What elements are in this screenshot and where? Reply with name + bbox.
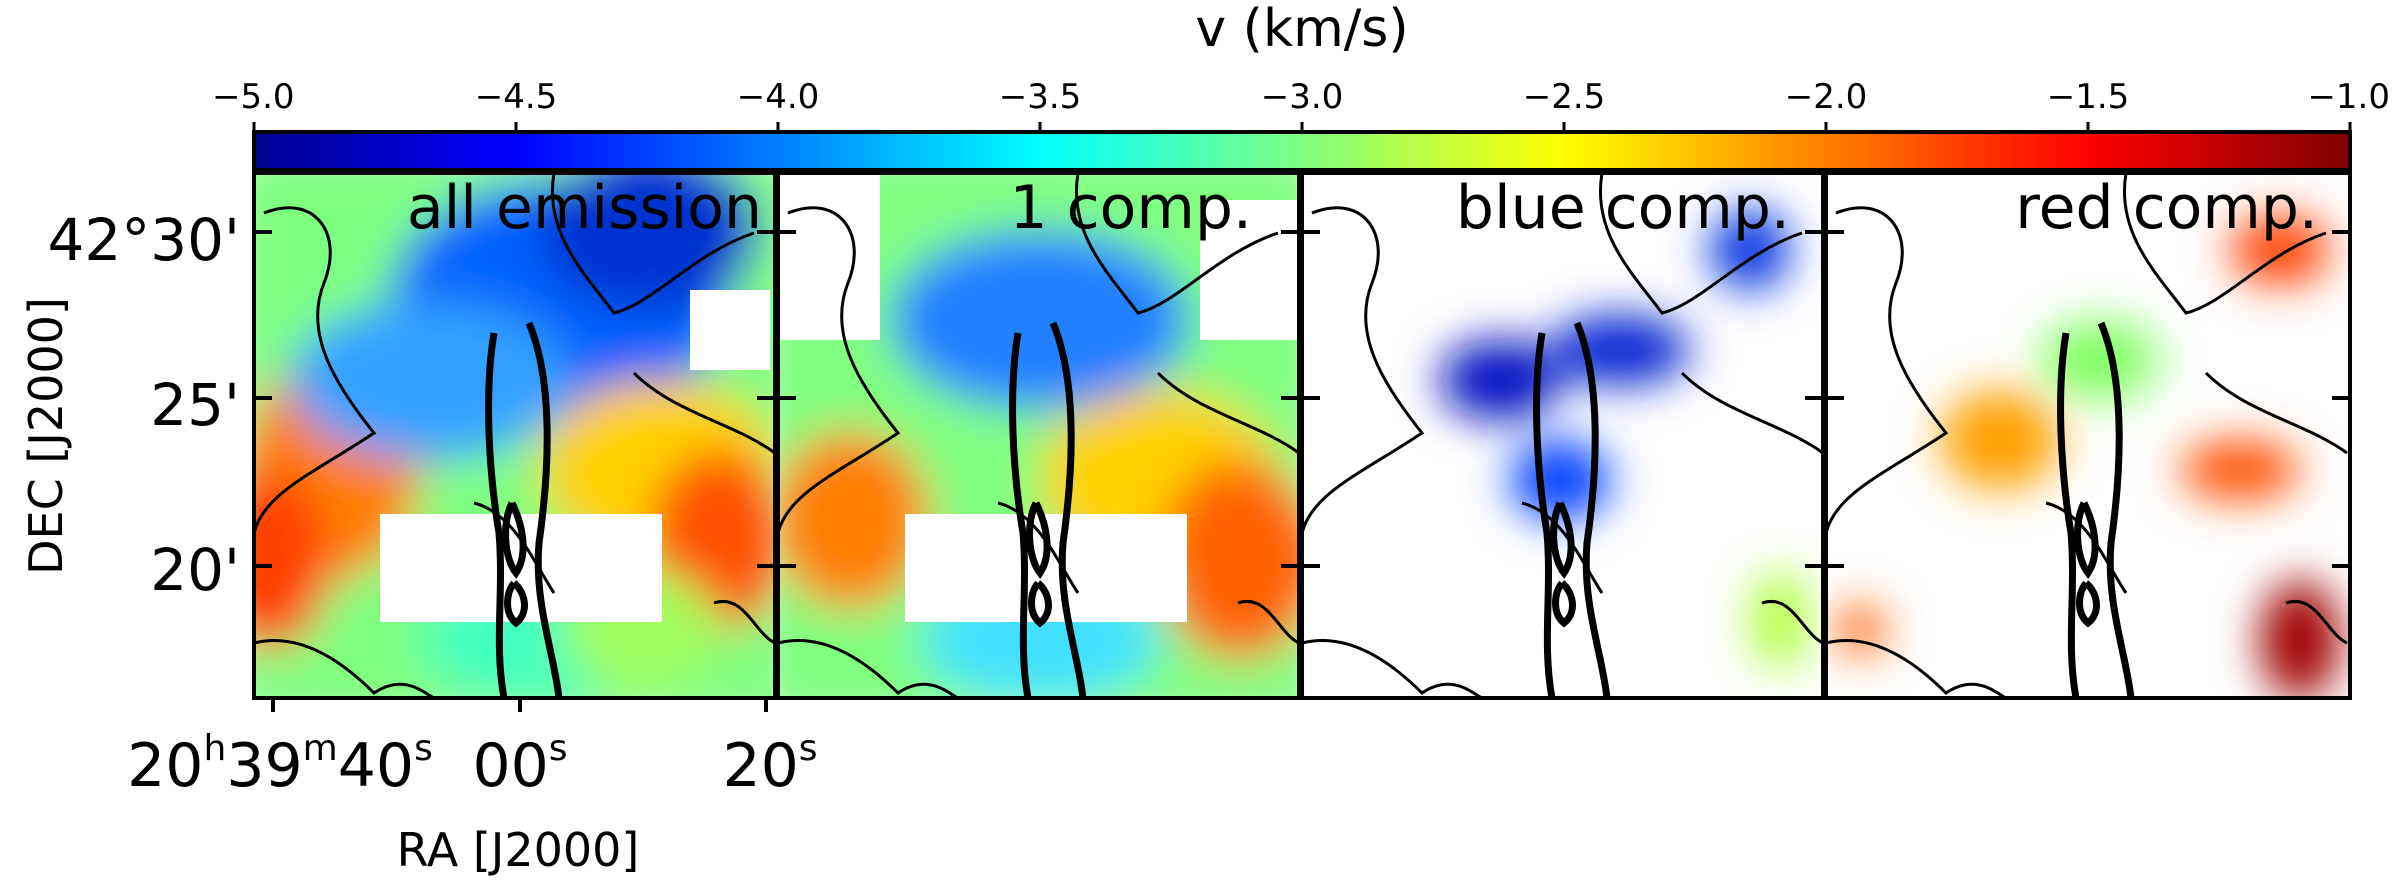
panel-label-blue-comp: blue comp. <box>1456 173 1790 243</box>
colorbar-tick-label: −5.0 <box>212 77 295 117</box>
contour-line-thick <box>1009 332 1032 698</box>
dec-tick-label: 20' <box>150 536 240 604</box>
panel-label-red-comp: red comp. <box>2015 173 2318 243</box>
contour-line <box>2204 371 2348 455</box>
dec-tick-label: 25' <box>150 371 240 439</box>
contour-line <box>254 638 435 698</box>
panel-blue-comp <box>1302 173 1823 698</box>
ra-tick-labels: 20h39m40s 00s 20s <box>127 698 818 801</box>
colorbar-gradient <box>252 130 2352 172</box>
contour-set <box>778 173 1299 698</box>
contour-line-thick <box>2097 321 2135 698</box>
contour-line <box>778 638 959 698</box>
contour-line <box>1302 206 1425 534</box>
contour-line-thick <box>1550 501 1575 579</box>
panel-red-comp <box>1826 173 2350 698</box>
contour-clip <box>778 173 1299 698</box>
x-axis-label: RA [J2000] <box>397 823 640 877</box>
contour-line <box>713 599 775 645</box>
colorbar-tick-label: −4.5 <box>475 77 558 117</box>
contour-line-thick <box>1026 501 1051 579</box>
colorbar-tick-label: −1.5 <box>2047 77 2130 117</box>
contour-line <box>1680 371 1823 455</box>
panel-label-all-emission: all emission <box>407 173 762 243</box>
colorbar-tick-label: −4.0 <box>737 77 820 117</box>
colorbar-tick-label: −2.5 <box>1523 77 1606 117</box>
contour-line-thick <box>1573 321 1611 698</box>
contour-line <box>1826 206 1949 534</box>
panel-all-emission <box>254 173 775 698</box>
contour-line-thick <box>1533 332 1556 698</box>
contour-clip <box>254 173 775 698</box>
contour-line-thick <box>502 501 527 579</box>
ra-tick-label: 20s <box>722 728 817 801</box>
contour-clip <box>1826 173 2348 698</box>
colorbar-tick-label: −2.0 <box>1785 77 1868 117</box>
colorbar <box>252 130 2352 172</box>
contour-line <box>1599 173 1803 315</box>
colorbar-tick-label: −3.0 <box>1261 77 1344 117</box>
panel-frame <box>252 171 777 700</box>
contour-line <box>551 173 755 315</box>
colorbar-ticks: −5.0 −4.5 −4.0 −3.5 −3.0 −2.5 −2.0 −1.5 −1.0 <box>212 77 2390 132</box>
contour-line-thick <box>504 580 528 628</box>
integrated-intensity-contours <box>254 173 2348 698</box>
panel-frame <box>776 171 1301 700</box>
contour-line-thick <box>2076 580 2100 628</box>
colorbar-tick-label: −3.5 <box>999 77 1082 117</box>
contour-set <box>1302 173 1823 698</box>
contour-line-thick <box>525 321 563 698</box>
panel-frame <box>1300 171 1825 700</box>
y-axis-label: DEC [J2000] <box>19 297 73 575</box>
contour-line <box>1826 638 2007 698</box>
contour-line-thick <box>485 332 508 698</box>
contour-line <box>632 371 775 455</box>
contour-line-thick <box>2074 501 2099 579</box>
panel-label-1-comp: 1 comp. <box>1009 173 1252 243</box>
contour-line <box>1075 173 1279 315</box>
contour-line-thick <box>1028 580 1052 628</box>
contour-set <box>254 173 775 698</box>
contour-line-thick <box>2057 332 2080 698</box>
contour-line <box>2285 599 2348 645</box>
contour-set <box>1826 173 2348 698</box>
dec-tick-label: 42°30' <box>47 206 240 274</box>
ra-tick-label: 20h39m40s <box>127 728 433 801</box>
contour-line <box>2123 173 2327 315</box>
colorbar-title: v (km/s) <box>1195 0 1408 59</box>
contour-line <box>1237 599 1299 645</box>
panel-frames <box>252 171 2352 700</box>
contour-line <box>254 206 377 534</box>
colorbar-tick-label: −1.0 <box>2307 77 2390 117</box>
panel-1-comp <box>778 173 1299 698</box>
contour-line <box>1761 599 1823 645</box>
ra-tick-label: 00s <box>472 728 567 801</box>
contour-line <box>1302 638 1483 698</box>
panel-frame <box>1824 171 2352 700</box>
contour-line <box>1156 371 1299 455</box>
contour-line <box>778 206 901 534</box>
contour-clip <box>1302 173 1823 698</box>
contour-line-thick <box>1049 321 1087 698</box>
contour-line-thick <box>1552 580 1576 628</box>
